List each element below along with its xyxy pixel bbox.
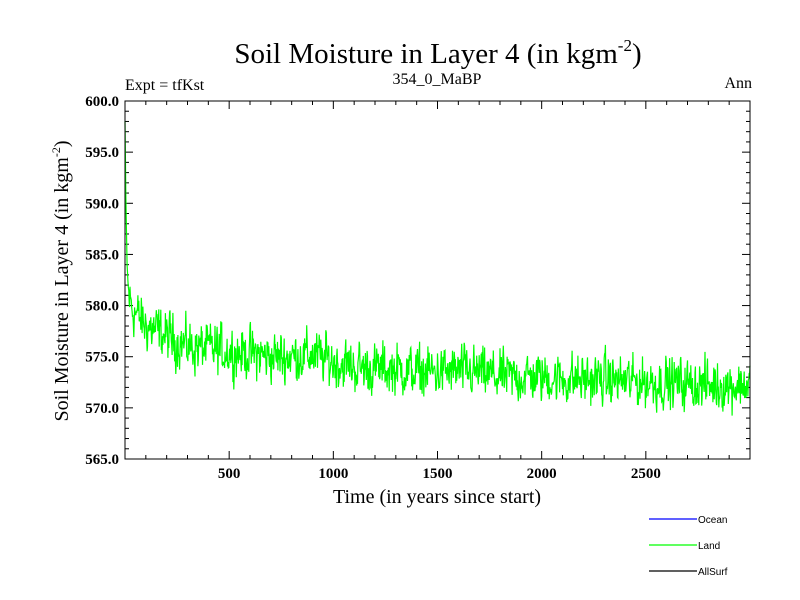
y-tick-label: 595.0 xyxy=(85,145,119,161)
ylabel-close: ) xyxy=(51,140,73,147)
y-tick-label: 575.0 xyxy=(85,350,119,366)
title-superscript: -2 xyxy=(618,36,632,55)
series-line-land xyxy=(124,121,751,416)
title-main: Soil Moisture in Layer 4 (in kgm xyxy=(234,38,618,70)
y-tick-label: 585.0 xyxy=(85,247,119,263)
legend-label-allsurf: AllSurf xyxy=(698,567,728,578)
plot-series xyxy=(124,121,751,416)
svg-text:Soil Moisture in Layer 4 (in k: Soil Moisture in Layer 4 (in kgm-2) xyxy=(49,140,73,421)
x-tick-label: 1000 xyxy=(318,466,348,482)
x-tick-label: 500 xyxy=(218,466,241,482)
x-tick-label: 2500 xyxy=(631,466,661,482)
y-tick-label: 570.0 xyxy=(85,401,119,417)
season-label: Ann xyxy=(724,75,752,92)
ylabel-superscript: -2 xyxy=(49,147,63,157)
y-tick-label: 600.0 xyxy=(85,94,119,110)
plot-frame xyxy=(124,100,751,460)
legend: Ocean Land AllSurf xyxy=(649,515,728,578)
x-axis-ticks: 500 1000 1500 2000 2500 xyxy=(145,101,730,482)
title-close: ) xyxy=(632,38,642,70)
legend-label-land: Land xyxy=(698,541,720,552)
x-tick-label: 2000 xyxy=(527,466,557,482)
x-axis-label: Time (in years since start) xyxy=(333,486,541,508)
y-tick-label: 590.0 xyxy=(85,196,119,212)
y-tick-label: 580.0 xyxy=(85,299,119,315)
svg-text:Soil Moisture in Layer 4 (in k: Soil Moisture in Layer 4 (in kgm-2) xyxy=(234,36,641,70)
chart-title: Soil Moisture in Layer 4 (in kgm-2) xyxy=(234,36,641,70)
y-axis-label: Soil Moisture in Layer 4 (in kgm-2) xyxy=(49,140,73,421)
x-tick-label: 1500 xyxy=(423,466,453,482)
period-label: 354_0_MaBP xyxy=(393,71,482,88)
y-axis-ticks: 565.0 570.0 575.0 580.0 585.0 590.0 595.0 600.0 xyxy=(85,94,750,468)
y-tick-label: 565.0 xyxy=(85,452,119,468)
expt-label: Expt = tfKst xyxy=(125,77,205,94)
legend-label-ocean: Ocean xyxy=(698,515,727,526)
ylabel-main: Soil Moisture in Layer 4 (in kgm xyxy=(51,157,73,422)
